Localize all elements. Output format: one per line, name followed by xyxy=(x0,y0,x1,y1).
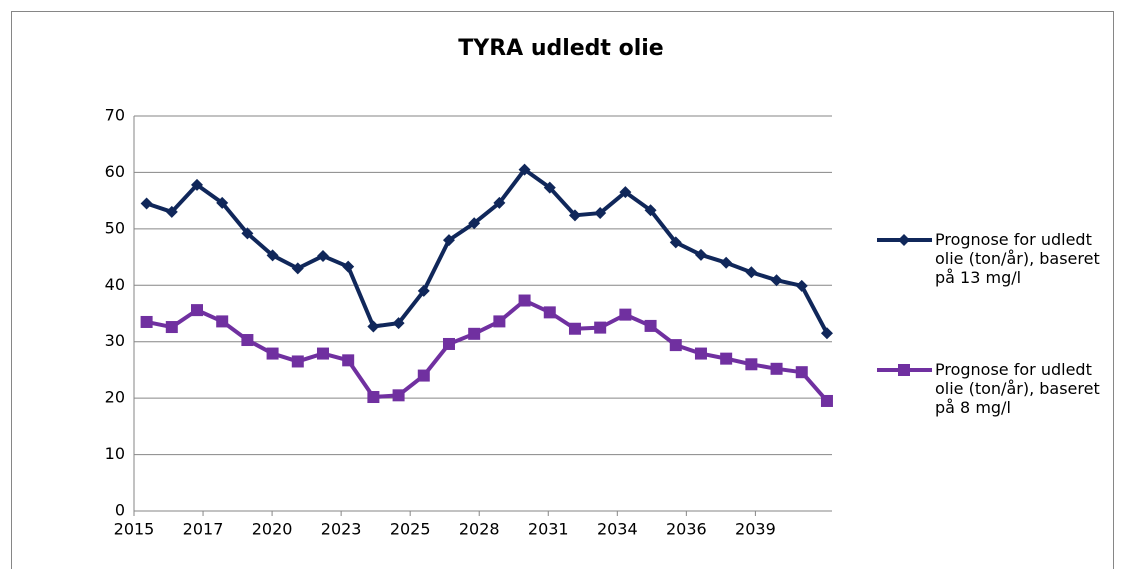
marker xyxy=(266,249,279,262)
marker xyxy=(770,274,783,287)
marker xyxy=(442,234,455,247)
legend-label: Prognose for udledt olie (ton/år), baser… xyxy=(935,230,1100,287)
marker xyxy=(694,248,707,261)
x-tick-label: 2031 xyxy=(528,520,569,539)
marker xyxy=(795,279,808,292)
marker xyxy=(190,178,203,191)
marker xyxy=(316,347,329,360)
marker xyxy=(720,352,733,365)
marker xyxy=(417,369,430,382)
marker xyxy=(342,260,355,273)
marker xyxy=(241,227,254,240)
marker xyxy=(342,354,355,367)
x-tick-label: 2034 xyxy=(597,520,638,539)
y-tick-label: 50 xyxy=(105,218,125,237)
y-tick-label: 60 xyxy=(105,162,125,181)
marker xyxy=(795,366,808,379)
marker xyxy=(594,207,607,220)
x-tick-label: 2015 xyxy=(114,520,155,539)
marker xyxy=(241,334,254,347)
marker xyxy=(140,197,153,210)
legend-marker xyxy=(898,234,910,246)
marker xyxy=(594,321,607,334)
x-tick-label: 2023 xyxy=(321,520,362,539)
marker xyxy=(745,266,758,279)
marker xyxy=(468,217,481,230)
marker xyxy=(165,321,178,334)
marker xyxy=(518,294,531,307)
y-tick-label: 20 xyxy=(105,388,125,407)
marker xyxy=(820,394,833,407)
legend-label: Prognose for udledt olie (ton/år), baser… xyxy=(935,360,1100,417)
x-tick-label: 2025 xyxy=(390,520,431,539)
marker xyxy=(619,308,632,321)
marker xyxy=(518,163,531,176)
marker xyxy=(745,358,758,371)
marker xyxy=(770,362,783,375)
x-tick-label: 2017 xyxy=(183,520,224,539)
y-tick-label: 10 xyxy=(105,444,125,463)
marker xyxy=(165,205,178,218)
marker xyxy=(820,327,833,340)
marker xyxy=(140,315,153,328)
x-tick-label: 2020 xyxy=(252,520,293,539)
marker xyxy=(694,347,707,360)
marker xyxy=(644,319,657,332)
marker xyxy=(619,186,632,199)
marker xyxy=(216,315,229,328)
series-line xyxy=(146,298,829,403)
marker xyxy=(468,327,481,340)
x-tick-label: 2028 xyxy=(459,520,500,539)
marker xyxy=(266,347,279,360)
marker xyxy=(392,317,405,330)
marker xyxy=(442,337,455,350)
marker xyxy=(291,262,304,275)
y-tick-label: 40 xyxy=(105,275,125,294)
y-tick-label: 0 xyxy=(115,501,125,520)
marker xyxy=(568,322,581,335)
y-tick-label: 30 xyxy=(105,331,125,350)
chart-title: TYRA udledt olie xyxy=(458,36,663,61)
y-tick-label: 70 xyxy=(105,106,125,125)
marker xyxy=(720,256,733,269)
series-line xyxy=(145,167,829,335)
marker xyxy=(543,181,556,194)
marker xyxy=(493,196,506,209)
marker xyxy=(367,391,380,404)
marker xyxy=(316,249,329,262)
marker xyxy=(367,320,380,333)
x-tick-label: 2036 xyxy=(666,520,707,539)
marker xyxy=(392,389,405,402)
x-tick-label: 2039 xyxy=(735,520,776,539)
chart-border xyxy=(11,11,1114,569)
legend-marker xyxy=(898,364,910,376)
marker xyxy=(417,284,430,297)
marker xyxy=(190,304,203,317)
marker xyxy=(568,209,581,222)
marker xyxy=(669,339,682,352)
marker xyxy=(669,236,682,249)
marker xyxy=(216,196,229,209)
marker xyxy=(644,204,657,217)
marker xyxy=(493,315,506,328)
marker xyxy=(291,355,304,368)
marker xyxy=(543,306,556,319)
